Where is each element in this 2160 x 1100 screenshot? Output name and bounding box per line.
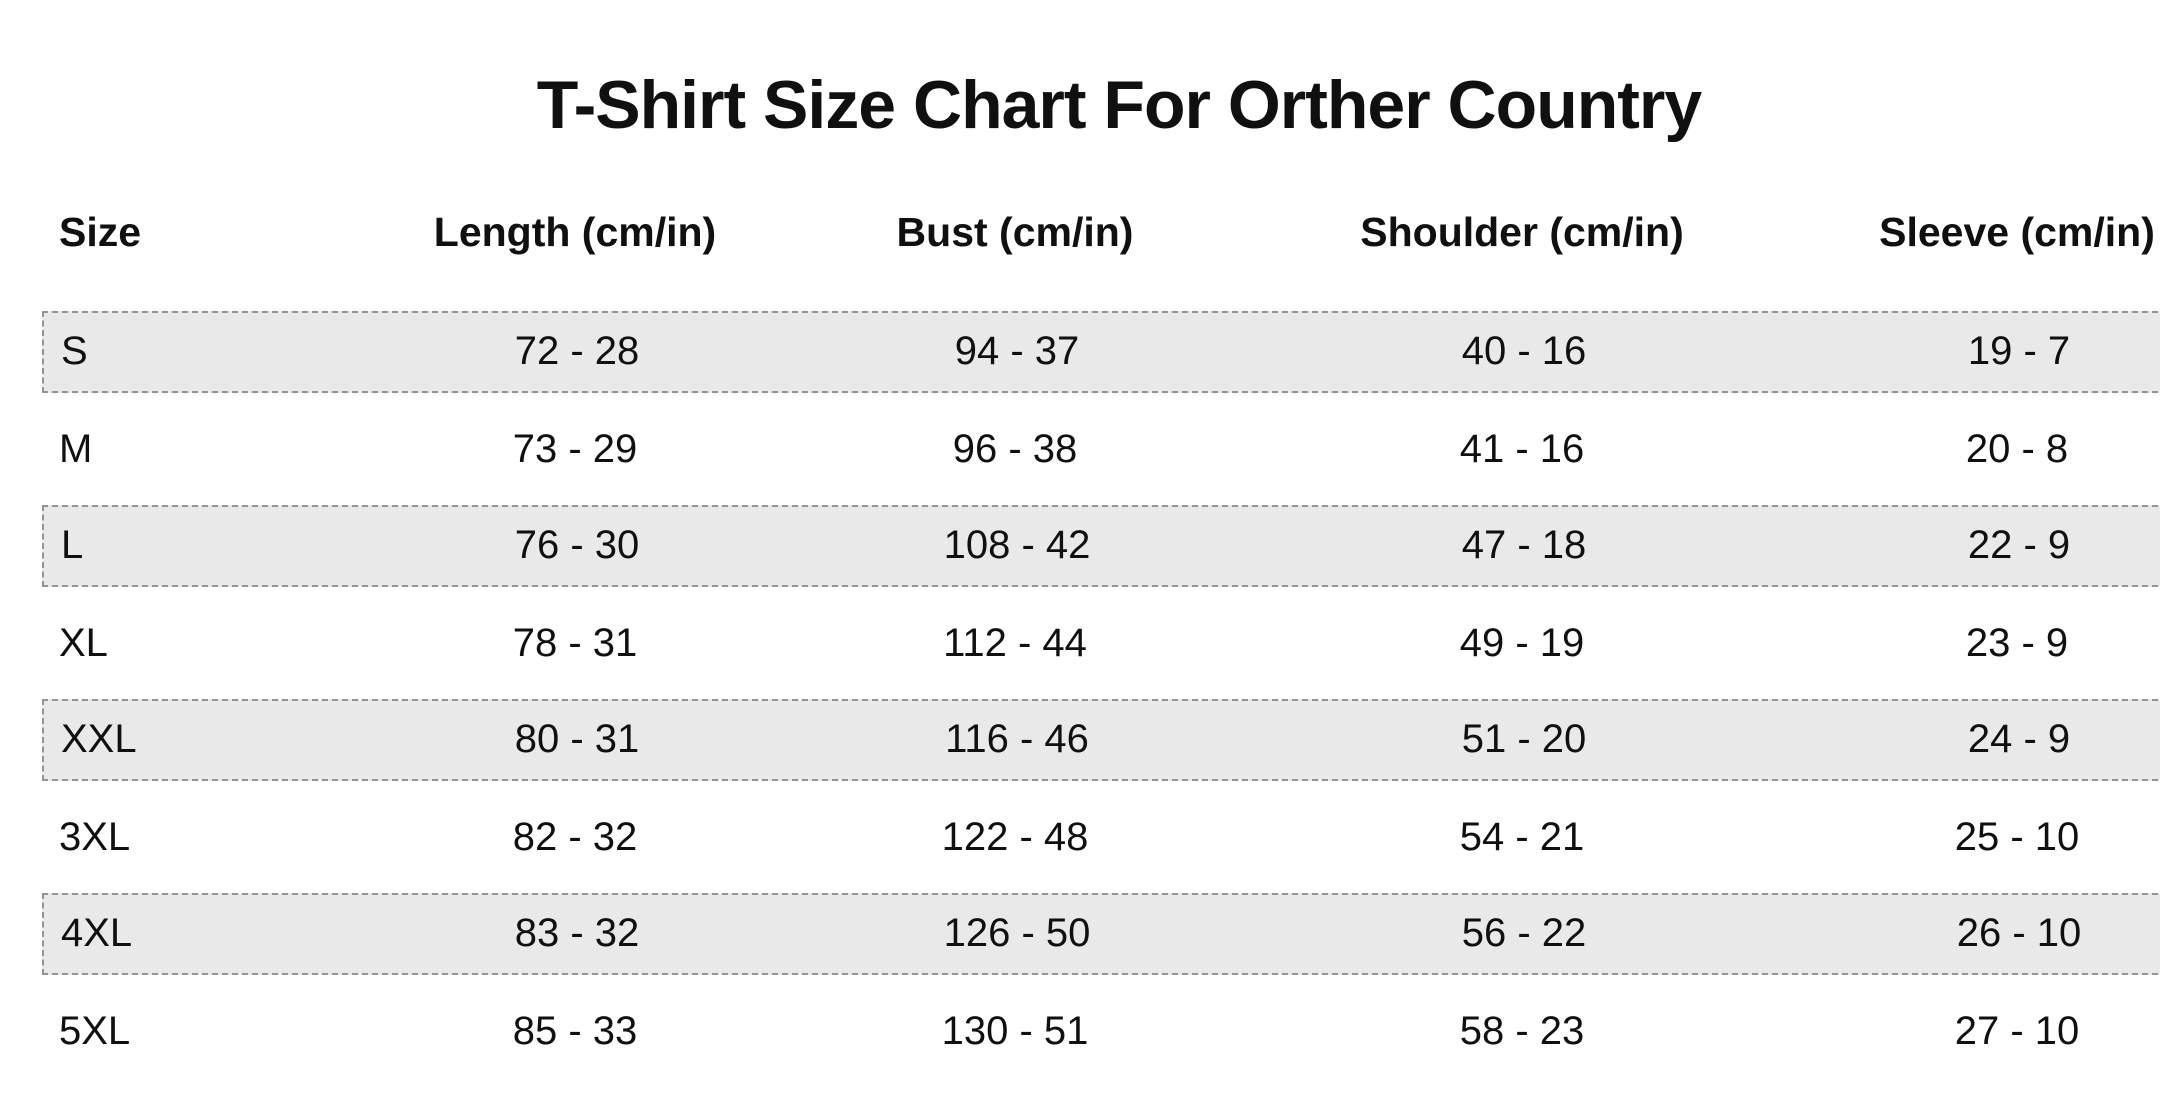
cell-sleeve: 25 - 10 — [1954, 814, 2080, 859]
cell-size: 3XL — [59, 814, 131, 859]
column-header-length: Length (cm/in) — [433, 209, 717, 256]
cell-sleeve: 19 - 7 — [1967, 329, 2071, 374]
table-row: M 73 - 29 96 - 38 41 - 16 20 - 8 — [42, 401, 2160, 498]
cell-bust: 130 - 51 — [941, 1008, 1089, 1053]
cell-sleeve: 24 - 9 — [1967, 717, 2071, 762]
cell-length: 80 - 31 — [514, 717, 640, 762]
cell-sleeve: 23 - 9 — [1965, 620, 2069, 665]
cell-shoulder: 56 - 22 — [1461, 911, 1587, 956]
cell-sleeve: 22 - 9 — [1967, 523, 2071, 568]
table-row: S 72 - 28 94 - 37 40 - 16 19 - 7 — [42, 310, 2160, 393]
cell-bust: 94 - 37 — [954, 329, 1080, 374]
cell-shoulder: 47 - 18 — [1461, 523, 1587, 568]
cell-sleeve: 26 - 10 — [1956, 911, 2082, 956]
cell-bust: 122 - 48 — [941, 814, 1089, 859]
cell-bust: 108 - 42 — [943, 523, 1091, 568]
cell-bust: 126 - 50 — [943, 911, 1091, 956]
column-header-bust: Bust (cm/in) — [896, 209, 1134, 256]
chart-title: T-Shirt Size Chart For Orther Country — [536, 67, 1702, 143]
cell-length: 73 - 29 — [512, 426, 638, 471]
table-row: XL 78 - 31 112 - 44 49 - 19 23 - 9 — [42, 595, 2160, 692]
cell-size: M — [59, 426, 93, 471]
cell-size: XXL — [61, 717, 137, 762]
cell-bust: 112 - 44 — [943, 620, 1087, 665]
table-row: 5XL 85 - 33 130 - 51 58 - 23 27 - 10 — [42, 983, 2160, 1080]
cell-length: 72 - 28 — [514, 329, 640, 374]
cell-sleeve: 20 - 8 — [1965, 426, 2069, 471]
cell-size: S — [61, 329, 88, 374]
cell-size: L — [61, 523, 84, 568]
cell-shoulder: 49 - 19 — [1459, 620, 1585, 665]
cell-bust: 116 - 46 — [945, 717, 1089, 762]
cell-shoulder: 54 - 21 — [1459, 814, 1585, 859]
table-header-row: Size Length (cm/in) Bust (cm/in) Shoulde… — [42, 201, 2160, 265]
cell-bust: 96 - 38 — [952, 426, 1078, 471]
cell-length: 78 - 31 — [512, 620, 638, 665]
cell-size: XL — [59, 620, 108, 665]
table-row: L 76 - 30 108 - 42 47 - 18 22 - 9 — [42, 504, 2160, 587]
column-header-size: Size — [59, 209, 142, 256]
size-table-body: S 72 - 28 94 - 37 40 - 16 19 - 7 M 73 - … — [0, 310, 2160, 1080]
cell-shoulder: 51 - 20 — [1461, 717, 1587, 762]
cell-length: 85 - 33 — [512, 1008, 638, 1053]
cell-shoulder: 41 - 16 — [1459, 426, 1585, 471]
cell-length: 83 - 32 — [514, 911, 640, 956]
cell-shoulder: 58 - 23 — [1459, 1008, 1585, 1053]
table-row: XXL 80 - 31 116 - 46 51 - 20 24 - 9 — [42, 698, 2160, 781]
cell-length: 82 - 32 — [512, 814, 638, 859]
column-header-shoulder: Shoulder (cm/in) — [1360, 209, 1684, 256]
table-row: 3XL 82 - 32 122 - 48 54 - 21 25 - 10 — [42, 789, 2160, 886]
cell-size: 4XL — [61, 911, 133, 956]
cell-sleeve: 27 - 10 — [1954, 1008, 2080, 1053]
cell-shoulder: 40 - 16 — [1461, 329, 1587, 374]
cell-size: 5XL — [59, 1008, 131, 1053]
table-row: 4XL 83 - 32 126 - 50 56 - 22 26 - 10 — [42, 892, 2160, 975]
column-header-sleeve: Sleeve (cm/in) — [1879, 209, 2155, 256]
cell-length: 76 - 30 — [514, 523, 640, 568]
